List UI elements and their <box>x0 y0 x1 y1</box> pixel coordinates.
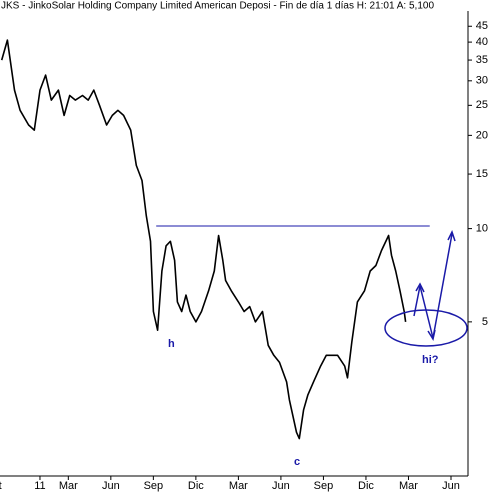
arrowhead <box>447 230 456 242</box>
x-tick-label: Mar <box>59 480 78 492</box>
y-tick-label: 30 <box>476 75 488 87</box>
x-tick-label: Mar <box>229 480 248 492</box>
arrowhead <box>427 329 436 341</box>
x-tick-label: Sep <box>144 480 164 492</box>
price-line <box>0 39 407 440</box>
annotation: c <box>294 456 300 468</box>
arrow-path <box>413 233 453 339</box>
y-tick-label: 25 <box>476 99 488 111</box>
x-tick-label: Sep <box>314 480 334 492</box>
y-tick-label: 15 <box>476 168 488 180</box>
x-tick-label: Dic <box>188 480 204 492</box>
x-tick-label: Dic <box>358 480 374 492</box>
x-tick-label: Jun <box>272 480 290 492</box>
annotation: h <box>168 338 175 350</box>
chart-title: JKS - JinkoSolar Holding Company Limited… <box>1 1 434 12</box>
x-tick-label: 11 <box>34 480 45 492</box>
y-tick-label: 35 <box>476 54 488 66</box>
arrowhead <box>415 282 425 293</box>
x-tick-label: Jun <box>442 480 460 492</box>
y-tick-label: 40 <box>476 36 488 48</box>
x-tick-label: ct <box>0 480 2 492</box>
annotation: hi? <box>422 354 439 366</box>
y-tick-label: 5 <box>482 316 488 328</box>
x-tick-label: Jun <box>102 480 120 492</box>
y-tick-label: 10 <box>476 223 488 235</box>
y-tick-label: 20 <box>476 129 488 141</box>
y-tick-label: 45 <box>476 20 488 32</box>
drawing <box>384 230 468 347</box>
title-bg <box>0 0 489 11</box>
x-tick-label: Mar <box>399 480 418 492</box>
